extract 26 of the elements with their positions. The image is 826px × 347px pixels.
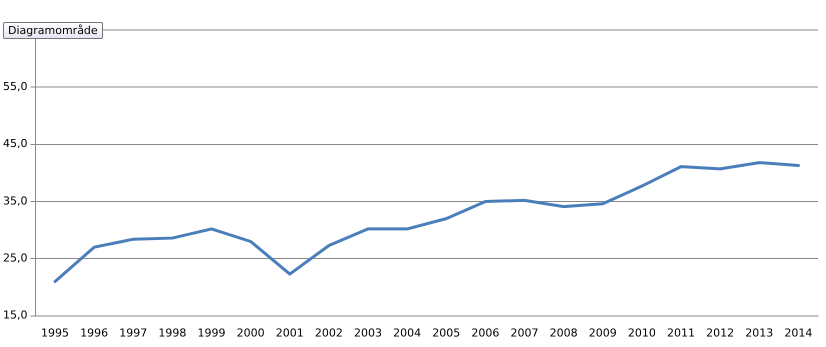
x-tick-label: 2010 (628, 326, 656, 340)
x-tick-label: 2004 (393, 326, 422, 340)
annotation: Diagramområde (3, 22, 103, 39)
x-tick-label: 2006 (471, 326, 500, 340)
x-tick-label: 2003 (354, 326, 382, 340)
x-tick-label: 2008 (550, 326, 578, 340)
x-tick-label: 2000 (236, 326, 265, 340)
x-tick-label: 1999 (198, 326, 226, 340)
x-tick-label: 2013 (745, 326, 774, 340)
x-tick-label: 2014 (784, 326, 812, 340)
y-tick-label: 45,0 (2, 137, 28, 150)
y-tick-label: 55,0 (2, 80, 28, 94)
y-tick-label: 35,0 (2, 194, 28, 208)
x-tick-label: 1997 (119, 326, 148, 340)
x-tick-label: 2005 (432, 326, 460, 340)
x-tick-label: 2002 (314, 326, 343, 340)
x-tick-label: 1998 (158, 326, 186, 340)
x-tick-label: 2012 (706, 326, 734, 340)
x-tick-label: 1996 (80, 326, 108, 340)
y-tick-label: 25,0 (2, 252, 28, 264)
x-tick-label: 2007 (510, 326, 539, 340)
x-tick-label: 2009 (588, 326, 617, 340)
x-tick-label: 2001 (276, 326, 304, 340)
x-tick-label: 2011 (667, 326, 696, 340)
y-tick-label: 15,0 (2, 308, 28, 322)
x-tick-label: 1995 (41, 326, 70, 340)
